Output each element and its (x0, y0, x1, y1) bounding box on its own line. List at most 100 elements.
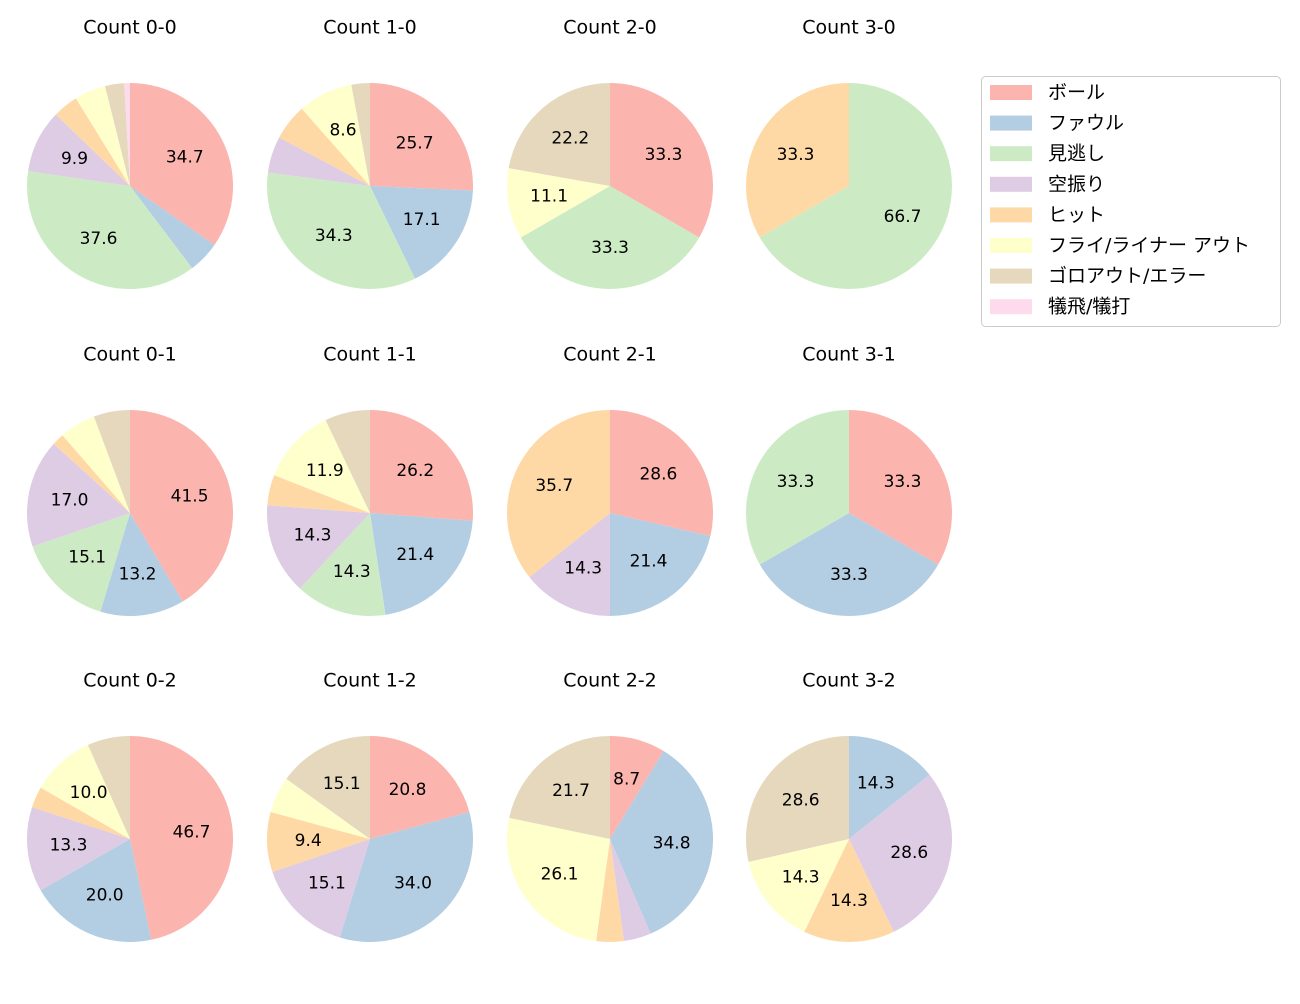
pie-slice-フライ-ライナー-アウト (274, 420, 370, 513)
pie-slice-ファウル (130, 186, 215, 269)
slice-value-label: 15.1 (68, 548, 106, 568)
pie-slice-空振り (610, 839, 651, 942)
pie-slice-フライ-ライナー-アウト (506, 817, 610, 942)
legend-swatch (990, 207, 1032, 223)
slice-value-label: 15.1 (323, 774, 361, 794)
pie-slice-空振り (27, 807, 130, 891)
slice-value-label: 14.3 (294, 526, 332, 546)
slice-value-label: 14.3 (857, 773, 895, 793)
pie-slice-ヒット (55, 98, 131, 186)
pie-chart-11: Count 2-2 8.7 34.8 26.1 21.7 (506, 670, 713, 943)
pie-slice-ボール (370, 410, 473, 521)
pie-chart-4: Count 3-0 66.7 33.3 (745, 17, 952, 289)
pie-slice-ヒット (53, 435, 130, 513)
legend-item: 犠飛/犠打 (990, 296, 1130, 318)
slice-value-label: 37.6 (80, 229, 118, 249)
legend-label: 犠飛/犠打 (1048, 296, 1130, 318)
legend-label: 空振り (1048, 173, 1105, 195)
pie-slice-ファウル (100, 513, 183, 616)
slice-value-label: 26.1 (541, 865, 579, 885)
slice-value-label: 41.5 (171, 487, 209, 507)
pie-slice-ゴロアウト-エラー (351, 83, 370, 186)
slice-value-label: 13.2 (119, 564, 157, 584)
legend-swatch (990, 115, 1032, 131)
pie-slice-ファウル (610, 513, 711, 616)
pie-slice-ボール (130, 410, 233, 602)
legend-swatch (990, 146, 1032, 162)
pie-slice-ボール (130, 736, 233, 940)
pie-slice-ボール (849, 410, 952, 565)
legend-item: 空振り (990, 173, 1105, 195)
pie-slice-ボール (610, 83, 713, 238)
slice-value-label: 66.7 (884, 207, 922, 227)
pie-slice-ゴロアウト-エラー (286, 736, 370, 839)
pie-title: Count 2-1 (563, 344, 657, 366)
slice-value-label: 15.1 (308, 873, 346, 893)
pie-chart-10: Count 1-2 20.8 34.0 15.1 9.4 15.1 (267, 670, 473, 943)
slice-value-label: 10.0 (70, 783, 108, 803)
pie-slice-フライ-ライナー-アウト (270, 778, 370, 839)
legend-label: 見逃し (1048, 143, 1105, 165)
legend-item: ファウル (990, 112, 1124, 134)
pie-title: Count 0-0 (83, 17, 177, 39)
legend-swatch (990, 176, 1032, 192)
pie-slice-ボール (370, 83, 474, 191)
pie-slice-見逃し (759, 83, 952, 289)
slice-value-label: 33.3 (777, 145, 815, 165)
slice-value-label: 33.3 (591, 238, 629, 258)
pie-slice-ヒット (267, 475, 370, 513)
pie-slice-空振り (272, 839, 370, 938)
pie-slice-ファウル (370, 513, 473, 615)
pie-chart-3: Count 2-0 33.3 33.3 11.1 22.2 (506, 17, 713, 290)
pie-title: Count 0-1 (83, 344, 177, 366)
slice-value-label: 28.6 (782, 791, 820, 811)
pie-slice-ボール (610, 410, 713, 537)
pie-slice-ゴロアウト-エラー (508, 83, 610, 186)
pie-slice-ファウル (370, 186, 473, 279)
slice-value-label: 46.7 (173, 823, 211, 843)
slice-value-label: 35.7 (535, 476, 573, 496)
slice-value-label: 33.3 (645, 145, 683, 165)
pie-title: Count 3-2 (802, 670, 896, 692)
slice-value-label: 25.7 (396, 133, 434, 153)
slice-value-label: 11.9 (306, 461, 344, 481)
pie-title: Count 0-2 (83, 670, 177, 692)
pie-slice-ファウル (759, 513, 939, 616)
pie-chart-9: Count 0-2 46.7 20.0 13.3 10.0 (27, 670, 233, 942)
pie-slice-見逃し (267, 172, 416, 289)
pie-slice-ゴロアウト-エラー (87, 736, 130, 839)
slice-value-label: 8.7 (613, 770, 640, 790)
legend-swatch (990, 268, 1032, 284)
pie-slice-ヒット (279, 108, 370, 186)
pie-slice-空振り (529, 513, 610, 616)
slice-value-label: 9.4 (295, 831, 322, 851)
pie-slice-ゴロアウト-エラー (93, 410, 130, 513)
pie-slice-ヒット (506, 410, 610, 578)
legend-label: ファウル (1048, 112, 1124, 134)
slice-value-label: 26.2 (396, 461, 434, 481)
slice-value-label: 17.0 (51, 491, 89, 511)
slice-value-label: 9.9 (61, 149, 88, 169)
pie-slice-ファウル (610, 751, 713, 934)
pie-slice-見逃し (745, 410, 849, 565)
slice-value-label: 14.3 (333, 562, 371, 582)
slice-value-label: 33.3 (777, 472, 815, 492)
slice-value-label: 21.7 (552, 781, 590, 801)
legend-label: ボール (1048, 82, 1105, 104)
slice-value-label: 21.4 (396, 545, 434, 565)
pie-title: Count 1-1 (323, 344, 417, 366)
slice-value-label: 28.6 (890, 843, 928, 863)
slice-value-label: 14.3 (830, 891, 868, 911)
pie-slice-フライ-ライナー-アウト (40, 744, 130, 839)
legend-item: フライ/ライナー アウト (990, 235, 1250, 257)
slice-value-label: 13.3 (50, 835, 88, 855)
slice-value-label: 11.1 (530, 187, 568, 207)
pie-chart-8: Count 3-1 33.3 33.3 33.3 (745, 344, 952, 616)
pie-slice-ヒット (745, 83, 849, 238)
pie-chart-7: Count 2-1 28.6 21.4 14.3 35.7 (506, 344, 713, 616)
pie-title: Count 3-0 (802, 17, 896, 39)
pie-slice-フライ-ライナー-アウト (301, 84, 370, 186)
